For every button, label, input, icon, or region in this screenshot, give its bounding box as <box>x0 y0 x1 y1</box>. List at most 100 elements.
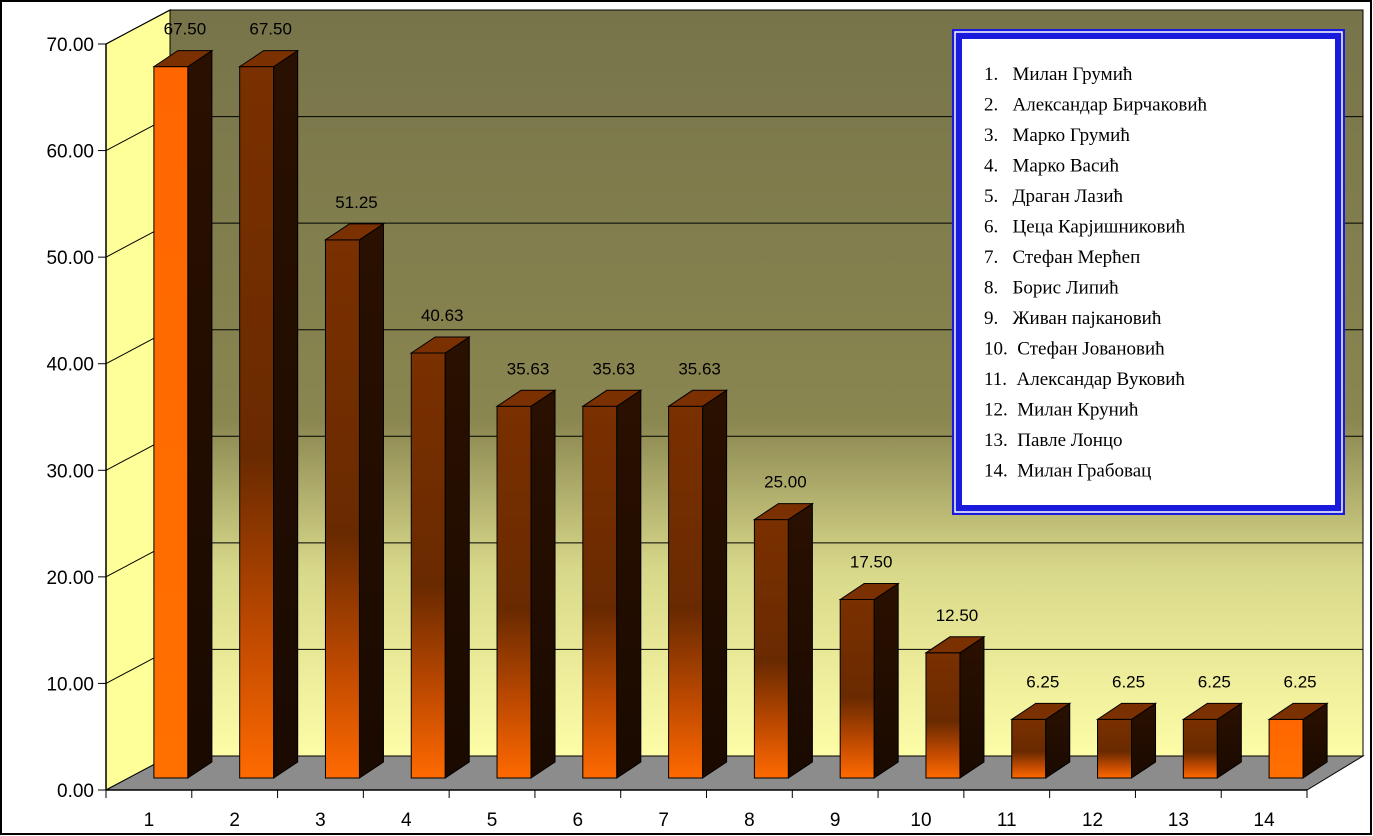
legend-entry: 4. Марко Васић <box>984 156 1120 177</box>
x-tick-label: 1 <box>144 810 155 831</box>
legend: 1. Милан Грумић 2. Александар Бирчаковић 3… <box>952 29 1345 515</box>
legend-entry: 5. Драган Лазић <box>984 186 1124 207</box>
bar-top <box>1010 702 1072 720</box>
bar-side <box>702 389 728 779</box>
legend-entry: 3. Марко Грумић <box>984 125 1130 146</box>
bar <box>581 389 643 779</box>
bar-front <box>324 239 360 779</box>
bar-value-label: 25.00 <box>764 473 807 492</box>
bar <box>838 582 900 779</box>
bar-value-label: 40.63 <box>421 306 464 325</box>
bar-value-label: 12.50 <box>936 606 979 625</box>
bar-top <box>581 389 643 407</box>
bar-front <box>668 405 704 779</box>
bar-value-label: 6.25 <box>1112 672 1145 691</box>
legend-entry: 6. Цеца Карјишниковић <box>984 217 1186 238</box>
x-tick-label: 6 <box>573 810 584 831</box>
bar-front <box>410 352 446 779</box>
x-tick-label: 9 <box>830 810 841 831</box>
bar <box>752 502 815 779</box>
bar-front <box>153 66 189 779</box>
y-tick-label: 50.00 <box>46 248 94 269</box>
bar-top <box>152 50 214 68</box>
x-tick-label: 8 <box>744 810 755 831</box>
bar-front <box>925 652 961 779</box>
bar-front <box>839 599 875 779</box>
x-tick-label: 5 <box>487 810 498 831</box>
bar <box>1095 702 1158 779</box>
bar-top <box>1181 702 1243 720</box>
bar <box>495 389 557 779</box>
bar-front <box>1268 718 1304 779</box>
bar-front <box>753 519 789 779</box>
legend-entry: 1. Милан Грумић <box>984 64 1133 85</box>
bar-top <box>1095 702 1158 720</box>
bar <box>323 222 386 779</box>
bar-value-label: 35.63 <box>593 359 636 378</box>
bar-front <box>496 405 532 779</box>
x-tick-label: 2 <box>229 810 240 831</box>
legend-entry: 7. Стефан Мерћеп <box>984 247 1140 268</box>
bar-value-label: 6.25 <box>1284 672 1317 691</box>
legend-entry: 2. Александар Бирчаковић <box>984 95 1208 116</box>
legend-border-line <box>954 31 1343 513</box>
legend-box <box>962 39 1335 505</box>
bar-top <box>1267 702 1329 720</box>
data-labels: 67.50 67.50 51.25 40.63 35.63 35.63 35.63 25.00… <box>164 20 1317 692</box>
bar <box>238 49 300 779</box>
bar-top <box>752 503 815 521</box>
y-tick-label: 0.00 <box>57 781 94 802</box>
legend-entry: 8. Борис Липић <box>984 278 1119 299</box>
bar-top <box>323 223 386 241</box>
bar-value-label: 51.25 <box>335 193 378 212</box>
x-tick-label: 7 <box>658 810 669 831</box>
bar-side <box>959 635 985 779</box>
bar-value-label: 6.25 <box>1026 672 1059 691</box>
bar-value-label: 35.63 <box>507 359 550 378</box>
bar-side <box>444 336 470 779</box>
x-tick-label: 4 <box>401 810 412 831</box>
bar-front <box>582 405 618 779</box>
bar-top <box>238 50 300 68</box>
legend-entry: 9. Живан пајкановић <box>984 308 1162 329</box>
bar-side <box>787 502 813 779</box>
bar-side <box>273 49 299 779</box>
legend-entry: 10. Стефан Јовановић <box>984 339 1165 360</box>
bar-front <box>1182 718 1218 779</box>
legend-entry: 12. Милан Крунић <box>984 400 1139 421</box>
y-tick-label: 70.00 <box>46 35 94 56</box>
bar-side <box>187 49 213 779</box>
bar <box>409 336 471 779</box>
legend-entry: 14. Милан Грабовац <box>984 461 1151 482</box>
x-tick-label: 3 <box>315 810 326 831</box>
bar-front <box>1097 718 1133 779</box>
x-tick-label: 10 <box>910 810 931 831</box>
bar <box>1010 702 1072 779</box>
bar-value-label: 17.50 <box>850 553 893 572</box>
bar-front <box>1011 718 1047 779</box>
bar-value-label: 6.25 <box>1198 672 1231 691</box>
bar <box>1181 702 1243 779</box>
bar-top <box>838 583 900 600</box>
bar-top <box>409 336 471 354</box>
x-tick-label: 13 <box>1168 810 1189 831</box>
y-tick-label: 40.00 <box>46 355 94 376</box>
y-axis: 0.00 10.00 20.00 30.00 40.00 50.00 60.00 70.00 <box>46 35 107 802</box>
bar-top <box>666 389 729 407</box>
bar <box>152 49 214 779</box>
x-tick-label: 11 <box>997 810 1017 831</box>
bar-front <box>239 66 275 779</box>
bar <box>924 635 986 779</box>
bar-top <box>495 389 557 407</box>
legend-entry: 11. Александар Вуковић <box>984 369 1185 390</box>
bar <box>666 389 729 779</box>
bar-value-label: 67.50 <box>164 20 207 39</box>
bar-side <box>358 222 384 779</box>
legend-entries: 1. Милан Грумић 2. Александар Бирчаковић 3… <box>984 64 1208 482</box>
bars <box>152 49 1329 779</box>
bar-value-label: 67.50 <box>249 20 292 39</box>
x-tick-label: 14 <box>1254 810 1276 831</box>
bar-value-label: 35.63 <box>678 359 721 378</box>
